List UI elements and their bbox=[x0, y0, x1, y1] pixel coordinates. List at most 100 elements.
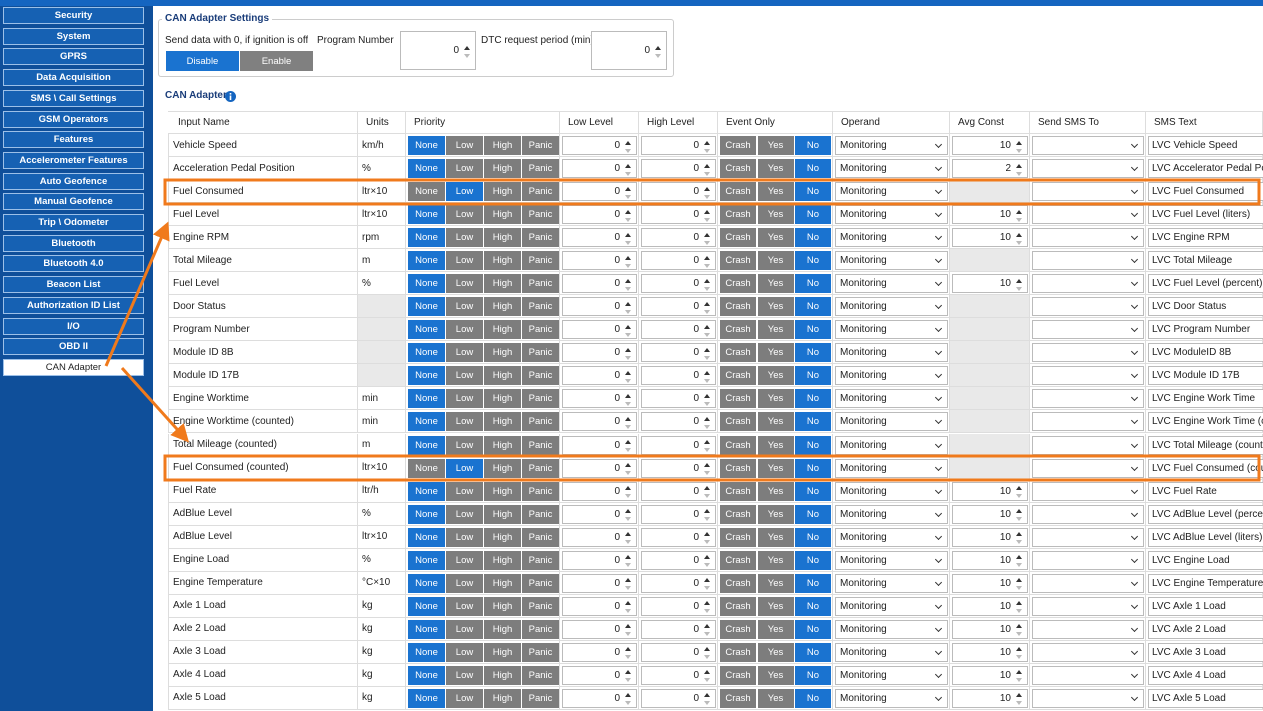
event-only-button[interactable]: Yes bbox=[757, 481, 794, 501]
spin-up[interactable] bbox=[655, 45, 661, 50]
spin-down[interactable] bbox=[625, 655, 631, 660]
event-only-button[interactable]: Crash bbox=[720, 228, 756, 248]
event-only-button[interactable]: Crash bbox=[720, 320, 756, 340]
spin-up[interactable] bbox=[1016, 278, 1022, 283]
sidebar-button[interactable]: GSM Operators bbox=[3, 110, 144, 128]
priority-button[interactable]: Panic bbox=[522, 182, 559, 202]
priority-button[interactable]: Panic bbox=[522, 228, 559, 248]
low-level-input[interactable]: 0 bbox=[562, 619, 637, 639]
spin-up[interactable] bbox=[1016, 578, 1022, 583]
event-only-button[interactable]: Yes bbox=[757, 458, 794, 478]
dropdown[interactable]: Monitoring bbox=[835, 665, 948, 685]
sidebar-button[interactable]: Manual Geofence bbox=[3, 193, 144, 211]
event-only-button[interactable]: No bbox=[795, 205, 831, 225]
low-level-input[interactable]: 0 bbox=[562, 573, 637, 593]
high-level-input[interactable]: 0 bbox=[641, 274, 716, 294]
spin-down[interactable] bbox=[704, 632, 710, 637]
spin-up[interactable] bbox=[625, 301, 631, 306]
dropdown[interactable]: Monitoring bbox=[835, 251, 948, 271]
high-level-input[interactable]: 0 bbox=[641, 665, 716, 685]
event-only-button[interactable]: Crash bbox=[720, 504, 756, 524]
spin-up[interactable] bbox=[704, 555, 710, 560]
dropdown[interactable] bbox=[1032, 435, 1144, 455]
event-only-button[interactable]: Yes bbox=[757, 297, 794, 317]
spin-down[interactable] bbox=[704, 471, 710, 476]
dropdown[interactable]: Monitoring bbox=[835, 205, 948, 225]
priority-button[interactable]: None bbox=[408, 205, 445, 225]
priority-button[interactable]: Low bbox=[446, 458, 483, 478]
priority-button[interactable]: High bbox=[484, 182, 521, 202]
priority-button[interactable]: High bbox=[484, 481, 521, 501]
priority-button[interactable]: Low bbox=[446, 665, 483, 685]
priority-button[interactable]: None bbox=[408, 297, 445, 317]
spin-up[interactable] bbox=[625, 278, 631, 283]
spin-down[interactable] bbox=[625, 263, 631, 268]
spin-up[interactable] bbox=[625, 255, 631, 260]
event-only-button[interactable]: Crash bbox=[720, 435, 756, 455]
dropdown[interactable] bbox=[1032, 642, 1144, 662]
priority-button[interactable]: Low bbox=[446, 274, 483, 294]
event-only-button[interactable]: Yes bbox=[757, 228, 794, 248]
spin-down[interactable] bbox=[625, 217, 631, 222]
dropdown[interactable]: Monitoring bbox=[835, 182, 948, 202]
priority-button[interactable]: Low bbox=[446, 320, 483, 340]
dropdown[interactable] bbox=[1032, 182, 1144, 202]
dropdown[interactable]: Monitoring bbox=[835, 573, 948, 593]
spin-up[interactable] bbox=[625, 486, 631, 491]
spin-down[interactable] bbox=[704, 263, 710, 268]
spin-up[interactable] bbox=[704, 486, 710, 491]
event-only-button[interactable]: Crash bbox=[720, 159, 756, 179]
priority-button[interactable]: Panic bbox=[522, 251, 559, 271]
priority-button[interactable]: Low bbox=[446, 136, 483, 155]
low-level-input[interactable]: 0 bbox=[562, 320, 637, 340]
priority-button[interactable]: High bbox=[484, 458, 521, 478]
event-only-button[interactable]: Yes bbox=[757, 343, 794, 363]
priority-button[interactable]: Low bbox=[446, 619, 483, 639]
info-icon[interactable] bbox=[225, 91, 236, 102]
priority-button[interactable]: None bbox=[408, 182, 445, 202]
priority-button[interactable]: None bbox=[408, 481, 445, 501]
spin-up[interactable] bbox=[704, 255, 710, 260]
dtc-input[interactable]: 0 bbox=[591, 31, 667, 70]
event-only-button[interactable]: No bbox=[795, 274, 831, 294]
event-only-button[interactable]: Crash bbox=[720, 573, 756, 593]
dropdown[interactable] bbox=[1032, 527, 1144, 547]
spin-up[interactable] bbox=[625, 209, 631, 214]
sidebar-button[interactable]: CAN Adapter bbox=[3, 358, 144, 376]
sidebar-button[interactable]: Accelerometer Features bbox=[3, 151, 144, 169]
sidebar-button[interactable]: GPRS bbox=[3, 48, 144, 66]
dropdown[interactable]: Monitoring bbox=[835, 481, 948, 501]
spin-down[interactable] bbox=[704, 701, 710, 706]
event-only-button[interactable]: Crash bbox=[720, 642, 756, 662]
spin-down[interactable] bbox=[625, 286, 631, 291]
priority-button[interactable]: Low bbox=[446, 343, 483, 363]
event-only-button[interactable]: No bbox=[795, 297, 831, 317]
spin-down[interactable] bbox=[704, 563, 710, 568]
dropdown[interactable] bbox=[1032, 596, 1144, 616]
spin-up[interactable] bbox=[704, 532, 710, 537]
priority-button[interactable]: None bbox=[408, 159, 445, 179]
spin-down[interactable] bbox=[625, 424, 631, 429]
priority-button[interactable]: High bbox=[484, 205, 521, 225]
spin-down[interactable] bbox=[1016, 240, 1022, 245]
sidebar-button[interactable]: Trip \ Odometer bbox=[3, 214, 144, 231]
priority-button[interactable]: High bbox=[484, 642, 521, 662]
spin-down[interactable] bbox=[625, 309, 631, 314]
event-only-button[interactable]: Yes bbox=[757, 688, 794, 708]
sms-text-input[interactable]: LVC ModuleID 8B bbox=[1148, 343, 1263, 363]
priority-button[interactable]: Panic bbox=[522, 619, 559, 639]
sidebar-button[interactable]: Bluetooth 4.0 bbox=[3, 255, 144, 273]
priority-button[interactable]: None bbox=[408, 619, 445, 639]
priority-button[interactable]: Panic bbox=[522, 159, 559, 179]
high-level-input[interactable]: 0 bbox=[641, 320, 716, 340]
spin-down[interactable] bbox=[1016, 678, 1022, 683]
spin-down[interactable] bbox=[704, 494, 710, 499]
dropdown[interactable]: Monitoring bbox=[835, 619, 948, 639]
high-level-input[interactable]: 0 bbox=[641, 504, 716, 524]
priority-button[interactable]: Low bbox=[446, 159, 483, 179]
low-level-input[interactable]: 0 bbox=[562, 550, 637, 570]
priority-button[interactable]: Panic bbox=[522, 688, 559, 708]
spin-up[interactable] bbox=[625, 578, 631, 583]
sms-text-input[interactable]: LVC Fuel Consumed (count bbox=[1148, 458, 1263, 478]
spin-up[interactable] bbox=[625, 693, 631, 698]
